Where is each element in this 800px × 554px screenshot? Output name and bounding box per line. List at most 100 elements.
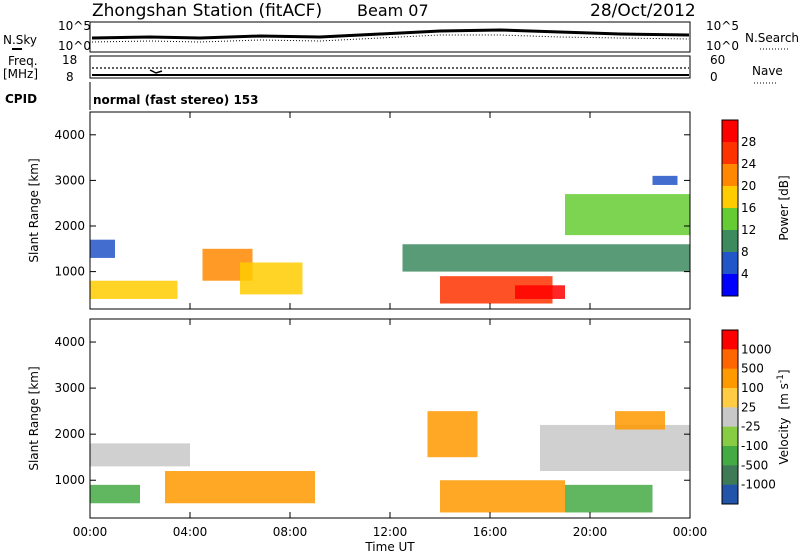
power-scatter-patch: [90, 280, 178, 299]
nsearch-tick-top: 10^5: [706, 19, 739, 33]
power-colorbar-frame: [721, 119, 739, 297]
velocity-scatter-patch: [615, 411, 665, 430]
colorbar-tick-label: 24: [741, 157, 756, 171]
colorbar-tick-label: -100: [741, 439, 768, 453]
freq-tick-bottom: 8: [66, 70, 74, 84]
freq-panel: [89, 55, 691, 79]
figure-title: Zhongshan Station (fitACF): [92, 1, 322, 21]
power-scatter-patch: [90, 239, 115, 258]
colorbar-tick-label: 20: [741, 179, 756, 193]
velocity-panel: 4000 3000 2000 1000 Slant Range [km]: [27, 318, 691, 519]
x-tick-label: 08:00: [273, 525, 308, 539]
nsearch-tick-bottom: 10^0: [706, 39, 739, 53]
colorbar-tick-label: 25: [741, 400, 756, 414]
nsearch-label: N.Search: [745, 31, 799, 45]
x-tick-label: 00:00: [73, 525, 108, 539]
velocity-scatter-patch: [90, 484, 140, 504]
y-tick-label: 4000: [54, 335, 85, 349]
y-axis-label: Slant Range [km]: [27, 366, 41, 470]
nsearch-series-line: [91, 34, 690, 43]
colorbar-unit-exponent: -1: [776, 374, 786, 383]
colorbar-tick-label: 1000: [741, 342, 772, 356]
power-colorbar-segment: [722, 164, 738, 187]
y-tick-label: 2000: [54, 427, 85, 441]
x-tick-label: 00:00: [673, 525, 708, 539]
velocity-scatter-patch: [440, 480, 565, 513]
power-colorbar-segment: [722, 274, 738, 297]
cpid-label: CPID: [5, 92, 37, 106]
velocity-colorbar-segment: [722, 330, 738, 350]
nsky-tick-top: 10^5: [58, 19, 91, 33]
date-label: 28/Oct/2012: [590, 1, 696, 21]
nsky-label: N.Sky: [3, 33, 37, 47]
y-tick-label: 3000: [54, 381, 85, 395]
nave-dip: [149, 69, 163, 74]
x-axis-label: Time UT: [364, 540, 415, 554]
colorbar-label: Velocity[m s-1]: [776, 369, 791, 464]
colorbar-tick-label: -500: [741, 458, 768, 472]
time-axis: 00:00 04:00 08:00 12:00 16:00 20:00 00:00 Time …: [73, 525, 708, 554]
freq-tick-top: 18: [62, 53, 77, 67]
colorbar-tick-label: -1000: [741, 478, 776, 492]
y-tick-label: 2000: [54, 219, 85, 233]
cpid-text: normal (fast stereo) 153: [93, 93, 259, 107]
freq-label: Freq.: [8, 54, 38, 68]
velocity-scatter-patch: [427, 411, 478, 458]
colorbar-tick-label: 28: [741, 135, 756, 149]
velocity-colorbar-segment: [722, 349, 738, 370]
nsky-tick-bottom: 10^0: [58, 39, 91, 53]
power-scatter-patch: [565, 194, 690, 236]
velocity-scatter-patch: [90, 443, 190, 467]
velocity-colorbar-segment: [722, 407, 738, 428]
velocity-colorbar-segment: [722, 426, 738, 447]
power-panel: 4000 3000 2000 1000 Slant Range [km]: [27, 111, 691, 310]
colorbar-tick-label: 8: [741, 245, 749, 259]
y-tick-label: 1000: [54, 473, 85, 487]
velocity-colorbar-segment: [722, 484, 738, 505]
power-colorbar-segment: [722, 230, 738, 253]
power-scatter-patch: [652, 175, 678, 185]
y-axis-label: Slant Range [km]: [27, 158, 41, 262]
x-tick-label: 12:00: [373, 525, 408, 539]
power-colorbar-segment: [722, 208, 738, 231]
power-scatter-patch: [402, 244, 690, 272]
colorbar-tick-label: 100: [741, 381, 764, 395]
nave-tick-top: 60: [710, 53, 725, 67]
nsky-series-line: [91, 28, 690, 40]
colorbar-unit-end: ]: [777, 369, 791, 374]
colorbar-tick-label: -25: [741, 420, 761, 434]
velocity-scatter-patch: [540, 424, 690, 472]
colorbar-tick-label: 500: [741, 362, 764, 376]
x-tick-label: 04:00: [173, 525, 208, 539]
velocity-scatter-patch: [165, 471, 315, 504]
colorbar-unit: [m s: [777, 383, 791, 409]
freq-unit: [MHz]: [3, 67, 38, 81]
nave-label: Nave: [752, 64, 783, 78]
colorbar-tick-label: 12: [741, 223, 756, 237]
velocity-colorbar-segment: [722, 368, 738, 389]
power-scatter-patch: [515, 285, 565, 299]
velocity-colorbar-segment: [722, 465, 738, 486]
y-tick-label: 3000: [54, 173, 85, 187]
x-tick-label: 16:00: [473, 525, 508, 539]
velocity-colorbar-segment: [722, 446, 738, 466]
power-colorbar-segment: [722, 142, 738, 165]
power-scatter-patch: [240, 262, 303, 295]
velocity-scatter-patch: [565, 484, 653, 513]
y-tick-label: 1000: [54, 265, 85, 279]
x-tick-label: 20:00: [573, 525, 608, 539]
beam-label: Beam 07: [357, 1, 429, 20]
velocity-colorbar-segment: [722, 388, 738, 408]
velocity-colorbar-frame: [721, 329, 739, 505]
colorbar-tick-label: 16: [741, 201, 756, 215]
colorbar-label: Power [dB]: [777, 175, 791, 240]
power-colorbar-segment: [722, 186, 738, 209]
y-tick-label: 4000: [54, 128, 85, 142]
power-colorbar-segment: [722, 120, 738, 143]
colorbar-tick-label: 4: [741, 267, 749, 281]
nsky-panel: [89, 21, 691, 53]
power-colorbar-segment: [722, 252, 738, 275]
nave-tick-bottom: 0: [710, 70, 718, 84]
